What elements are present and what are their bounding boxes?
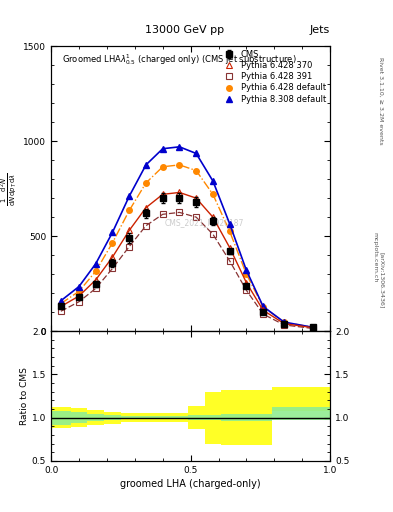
Text: Jets: Jets bbox=[310, 25, 330, 35]
Pythia 8.308 default bbox=[282, 319, 286, 325]
Pythia 6.428 370 bbox=[194, 195, 198, 201]
Line: Pythia 6.428 370: Pythia 6.428 370 bbox=[58, 189, 316, 331]
Pythia 6.428 370 bbox=[94, 277, 98, 283]
Pythia 6.428 370 bbox=[59, 304, 63, 310]
Pythia 6.428 default bbox=[211, 191, 215, 198]
Pythia 8.308 default bbox=[227, 221, 232, 227]
Pythia 8.308 default bbox=[194, 151, 198, 157]
Pythia 6.428 391 bbox=[194, 214, 198, 220]
Pythia 6.428 391 bbox=[282, 322, 286, 328]
Pythia 8.308 default bbox=[143, 162, 148, 168]
Pythia 6.428 default bbox=[311, 324, 316, 330]
Pythia 6.428 391 bbox=[77, 298, 81, 305]
Pythia 6.428 391 bbox=[160, 211, 165, 218]
Pythia 8.308 default bbox=[244, 267, 249, 273]
Pythia 6.428 391 bbox=[211, 231, 215, 238]
Legend: CMS, Pythia 6.428 370, Pythia 6.428 391, Pythia 6.428 default, Pythia 8.308 defa: CMS, Pythia 6.428 370, Pythia 6.428 391,… bbox=[218, 48, 329, 106]
Line: Pythia 6.428 391: Pythia 6.428 391 bbox=[58, 209, 316, 331]
Pythia 6.428 default bbox=[110, 240, 115, 246]
Pythia 8.308 default bbox=[59, 297, 63, 304]
Pythia 6.428 default bbox=[194, 167, 198, 174]
Pythia 6.428 370 bbox=[127, 227, 132, 233]
Text: 13000 GeV pp: 13000 GeV pp bbox=[145, 25, 224, 35]
Pythia 6.428 370 bbox=[110, 254, 115, 260]
Pythia 8.308 default bbox=[261, 304, 266, 310]
Pythia 6.428 370 bbox=[77, 293, 81, 299]
Pythia 6.428 370 bbox=[211, 214, 215, 220]
X-axis label: groomed LHA (charged-only): groomed LHA (charged-only) bbox=[120, 479, 261, 489]
Pythia 6.428 default bbox=[261, 304, 266, 310]
Pythia 8.308 default bbox=[160, 145, 165, 152]
Pythia 6.428 391 bbox=[177, 209, 182, 216]
Pythia 6.428 391 bbox=[227, 258, 232, 264]
Y-axis label: Ratio to CMS: Ratio to CMS bbox=[20, 367, 29, 425]
Pythia 8.308 default bbox=[94, 261, 98, 267]
Line: Pythia 8.308 default: Pythia 8.308 default bbox=[58, 144, 316, 330]
Pythia 6.428 391 bbox=[311, 326, 316, 332]
Text: mcplots.cern.ch: mcplots.cern.ch bbox=[373, 232, 378, 283]
Pythia 6.428 default bbox=[177, 162, 182, 168]
Pythia 6.428 default bbox=[160, 164, 165, 170]
Pythia 6.428 default bbox=[227, 228, 232, 234]
Pythia 6.428 default bbox=[77, 288, 81, 294]
Pythia 6.428 391 bbox=[244, 287, 249, 293]
Pythia 6.428 default bbox=[244, 271, 249, 278]
Pythia 6.428 370 bbox=[227, 245, 232, 251]
Text: [arXiv:1306.3436]: [arXiv:1306.3436] bbox=[379, 252, 384, 308]
Pythia 6.428 default bbox=[59, 301, 63, 307]
Pythia 6.428 370 bbox=[177, 189, 182, 196]
Line: Pythia 6.428 default: Pythia 6.428 default bbox=[58, 162, 316, 330]
Pythia 6.428 391 bbox=[110, 265, 115, 271]
Pythia 6.428 370 bbox=[261, 307, 266, 313]
Pythia 6.428 default bbox=[127, 207, 132, 214]
Text: Rivet 3.1.10, ≥ 3.2M events: Rivet 3.1.10, ≥ 3.2M events bbox=[379, 57, 384, 144]
Pythia 6.428 370 bbox=[160, 191, 165, 198]
Pythia 6.428 default bbox=[94, 268, 98, 274]
Pythia 8.308 default bbox=[177, 144, 182, 150]
Text: Groomed LHA$\lambda^{1}_{0.5}$ (charged only) (CMS jet substructure): Groomed LHA$\lambda^{1}_{0.5}$ (charged … bbox=[62, 52, 297, 67]
Pythia 6.428 default bbox=[282, 319, 286, 325]
Pythia 6.428 391 bbox=[59, 308, 63, 314]
Pythia 6.428 370 bbox=[311, 325, 316, 331]
Pythia 6.428 391 bbox=[127, 244, 132, 250]
Pythia 6.428 default bbox=[143, 180, 148, 186]
Pythia 6.428 391 bbox=[261, 311, 266, 317]
Pythia 6.428 370 bbox=[244, 280, 249, 286]
Text: CMS_2021_I1920187: CMS_2021_I1920187 bbox=[165, 218, 244, 227]
Pythia 6.428 370 bbox=[143, 205, 148, 211]
Pythia 8.308 default bbox=[77, 284, 81, 290]
Pythia 8.308 default bbox=[311, 324, 316, 330]
Pythia 8.308 default bbox=[110, 229, 115, 236]
Pythia 8.308 default bbox=[127, 193, 132, 199]
Pythia 6.428 391 bbox=[94, 285, 98, 291]
Y-axis label: $\frac{1}{\mathrm{d}N}\frac{\mathrm{d}^2N}{\mathrm{d}p_T\,\mathrm{d}\lambda}$: $\frac{1}{\mathrm{d}N}\frac{\mathrm{d}^2… bbox=[0, 172, 19, 206]
Pythia 6.428 370 bbox=[282, 321, 286, 327]
Pythia 8.308 default bbox=[211, 178, 215, 184]
Pythia 6.428 391 bbox=[143, 223, 148, 229]
